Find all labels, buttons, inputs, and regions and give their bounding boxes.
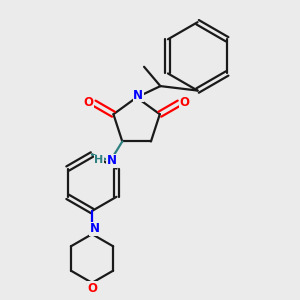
Text: N: N [107,154,117,167]
Text: O: O [87,282,97,295]
Text: O: O [179,96,190,109]
Text: N: N [133,88,143,101]
Text: N: N [89,222,99,235]
Text: H: H [94,155,104,165]
Text: O: O [84,96,94,109]
